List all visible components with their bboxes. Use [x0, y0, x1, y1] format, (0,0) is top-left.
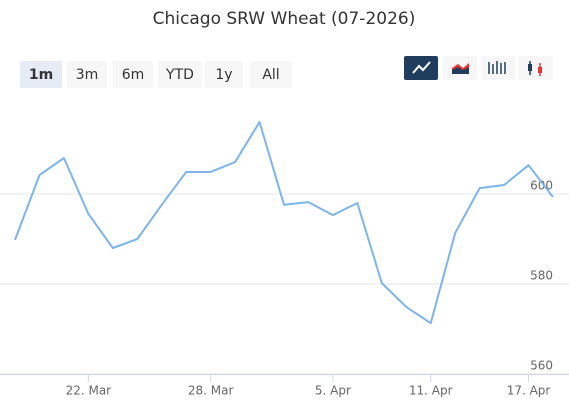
icon [538, 67, 542, 73]
range-button[interactable] [158, 61, 202, 88]
x-tick-label: 17. Apr [507, 384, 551, 398]
icon [528, 64, 532, 71]
x-tick-label: 11. Apr [409, 384, 453, 398]
range-button[interactable] [67, 61, 107, 88]
chart-type-buttons [404, 56, 553, 80]
range-button-label: YTD [165, 67, 194, 83]
x-tick-label: 28. Mar [188, 384, 234, 398]
chart-title: Chicago SRW Wheat (07-2026) [153, 9, 416, 29]
range-button-label: 1y [215, 67, 232, 83]
range-button-label: 3m [76, 67, 99, 83]
icon [488, 61, 506, 74]
ohlc-type-button[interactable] [481, 56, 515, 80]
range-button[interactable] [250, 61, 292, 88]
range-button[interactable] [20, 61, 62, 88]
range-button-label: All [262, 67, 279, 83]
range-button[interactable] [113, 61, 153, 88]
x-tick-label: 5. Apr [315, 384, 351, 398]
range-button-label: 1m [29, 67, 53, 83]
series-line [14, 121, 554, 325]
range-button-label: 6m [122, 67, 145, 83]
icon [412, 61, 431, 74]
y-tick-label: 560 [530, 359, 553, 373]
candle-type-button[interactable] [519, 56, 553, 80]
y-tick-label: 580 [530, 269, 553, 283]
range-button[interactable] [205, 61, 243, 88]
x-tick-label: 22. Mar [66, 384, 112, 398]
icon [452, 67, 469, 74]
